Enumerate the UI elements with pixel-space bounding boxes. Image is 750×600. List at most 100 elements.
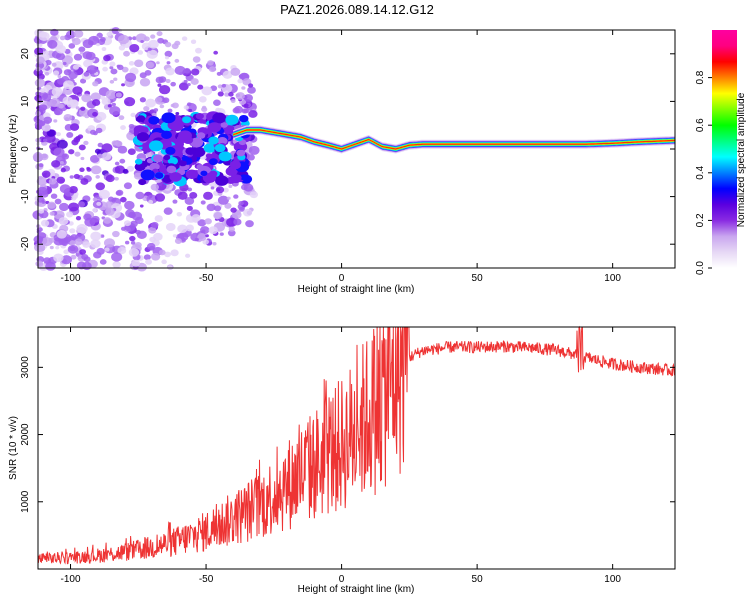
spectrogram-blob	[201, 86, 213, 96]
spectrogram-blob	[115, 92, 122, 98]
spectrogram-blob	[103, 217, 112, 224]
spectrogram-blob	[76, 224, 88, 234]
spectrogram-blob	[235, 92, 245, 100]
spectrogram-blob	[56, 132, 61, 137]
spectrogram-blob	[248, 110, 258, 118]
spectrogram-blob	[92, 111, 98, 117]
spectrogram-blob	[183, 105, 189, 110]
spectrogram-blob	[169, 120, 184, 132]
spectrogram-blob	[238, 74, 243, 78]
spectrogram-blob	[129, 43, 140, 53]
spectrogram-blob	[139, 77, 151, 87]
spectrogram-blob	[45, 59, 52, 66]
spectrogram-blob	[230, 67, 241, 76]
spectrogram-blob	[99, 259, 107, 265]
spectrogram-blob	[213, 211, 223, 220]
spectrogram-blob	[114, 161, 120, 166]
spectrogram-blob	[137, 50, 144, 55]
spectrogram-blob	[112, 230, 120, 238]
spectrogram-blob	[41, 124, 51, 132]
spectrogram-blob	[136, 115, 146, 122]
spectrogram-blob	[105, 174, 115, 183]
spectrogram-blob	[203, 191, 213, 200]
spectrogram-blob	[95, 111, 107, 121]
spectrogram-blob	[105, 207, 115, 216]
spectrogram-blob	[129, 81, 134, 86]
spectrogram-blob	[113, 77, 118, 82]
spectrogram-blob	[62, 61, 67, 66]
spectrogram-blob	[215, 107, 221, 113]
spectrogram-blob	[150, 34, 156, 39]
spectrogram-blob	[212, 112, 227, 124]
spectrogram-blob	[56, 77, 66, 85]
spectrogram-blob	[61, 255, 73, 265]
spectrogram-blob	[135, 229, 141, 235]
spectrogram-blob	[158, 249, 166, 256]
spectrogram-blob	[109, 106, 121, 116]
spectrogram-blob	[77, 201, 86, 208]
spectrogram-blob	[134, 158, 143, 165]
spectrogram-blob	[134, 216, 144, 225]
spectrogram-blob	[139, 204, 144, 208]
spectrogram-blob	[53, 147, 65, 157]
spectrogram-blob	[139, 126, 149, 134]
spectrogram-blob	[210, 186, 215, 190]
spectrogram-blob	[190, 39, 197, 44]
spectrogram-blob	[129, 235, 136, 242]
x-tick-label: -50	[199, 273, 214, 284]
spectrogram-blob	[37, 196, 45, 203]
y-tick-label: 20	[20, 48, 31, 60]
spectrogram-blob	[194, 237, 199, 242]
spectrogram-blob	[215, 186, 225, 194]
spectrogram-blob	[185, 224, 194, 232]
spectrogram-blob	[51, 160, 61, 168]
spectrogram-blob	[43, 116, 53, 124]
spectrogram-blob	[37, 186, 48, 196]
spectrogram-blob	[82, 39, 94, 49]
spectrogram-blob	[94, 148, 101, 154]
spectrogram-blob	[207, 60, 214, 66]
spectrogram-blob	[111, 252, 123, 262]
spectrogram-blob	[147, 47, 152, 51]
spectrogram-blob	[228, 92, 234, 97]
spectrogram-blob	[60, 167, 67, 173]
spectrogram-blob	[109, 66, 114, 70]
spectrogram-blob	[196, 132, 206, 139]
spectrogram-blob	[104, 247, 110, 252]
spectrogram-blob	[68, 149, 75, 155]
spectrogram-blob	[224, 202, 232, 209]
spectrogram-blob	[153, 154, 164, 163]
spectrogram-blob	[105, 89, 117, 100]
colorbar-tick-label: 0.6	[695, 118, 706, 132]
spectrogram-blob	[221, 83, 227, 88]
spectrogram-blob	[71, 38, 76, 42]
spectrogram-blob	[123, 220, 131, 227]
spectrogram-blob	[157, 83, 162, 87]
spectrogram-blob	[123, 50, 130, 57]
spectrogram-blob	[117, 145, 128, 154]
spectrogram-blob	[118, 45, 126, 51]
spectrogram-blob	[44, 71, 50, 76]
y-tick-label: -20	[20, 237, 31, 252]
spectrogram-blob	[174, 58, 180, 63]
spectrogram-blob	[123, 182, 133, 190]
spectrogram-blob	[159, 104, 165, 109]
spectrogram-blob	[172, 234, 177, 238]
spectrogram-blob	[79, 78, 87, 84]
spectrogram-blob	[169, 172, 182, 182]
colorbar-ticks: 0.0 0.2 0.4 0.6 0.8	[695, 70, 712, 275]
spectrogram-blob	[103, 54, 111, 62]
spectrogram-blob	[192, 56, 201, 63]
spectrogram-blob	[195, 112, 204, 120]
spectrogram-blob	[72, 86, 83, 95]
spectrogram-blob	[109, 61, 116, 67]
spectrogram-blob	[54, 109, 61, 116]
spectrogram-blob	[200, 200, 206, 205]
spectrogram-blob	[148, 140, 164, 152]
spectrogram-blob	[190, 78, 199, 85]
spectrogram-blob	[79, 167, 85, 173]
colorbar-tick-label: 0.2	[695, 213, 706, 227]
spectrogram-blob	[148, 39, 159, 49]
spectrogram-blob	[143, 105, 150, 112]
